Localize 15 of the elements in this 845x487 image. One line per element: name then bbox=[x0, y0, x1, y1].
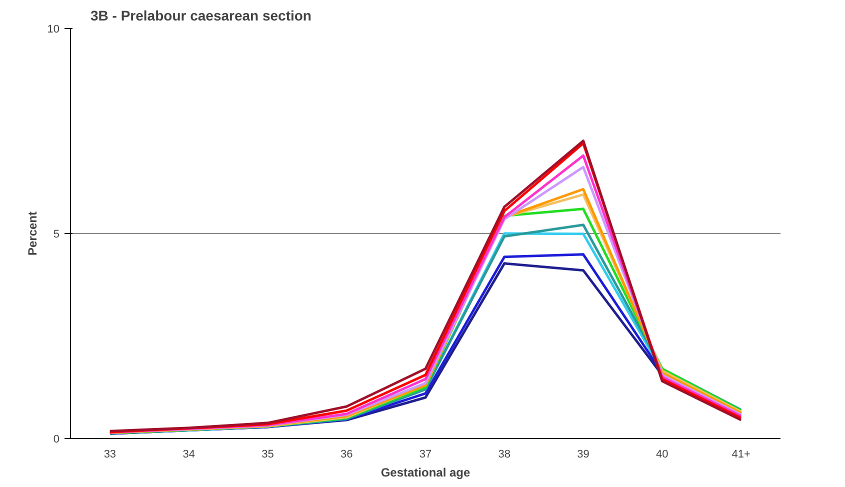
y-tick-label: 10 bbox=[47, 24, 60, 36]
x-tick-label: 36 bbox=[340, 448, 353, 460]
x-tick-label: 38 bbox=[498, 448, 511, 460]
y-axis-title: Percent bbox=[25, 211, 40, 256]
y-tick-label: 5 bbox=[53, 228, 60, 240]
x-axis-title: Gestational age bbox=[380, 466, 471, 480]
chart-title: 3B - Prelabour caesarean section bbox=[90, 8, 312, 24]
x-tick-label: 33 bbox=[104, 448, 116, 460]
x-tick-label: 35 bbox=[262, 448, 274, 460]
x-tick-label: 40 bbox=[656, 448, 668, 460]
y-tick-label: 0 bbox=[53, 434, 60, 446]
x-tick-label: 41+ bbox=[732, 448, 750, 460]
x-tick-label: 39 bbox=[577, 448, 590, 460]
x-tick-label: 37 bbox=[419, 448, 432, 460]
x-tick-label: 34 bbox=[182, 448, 195, 460]
